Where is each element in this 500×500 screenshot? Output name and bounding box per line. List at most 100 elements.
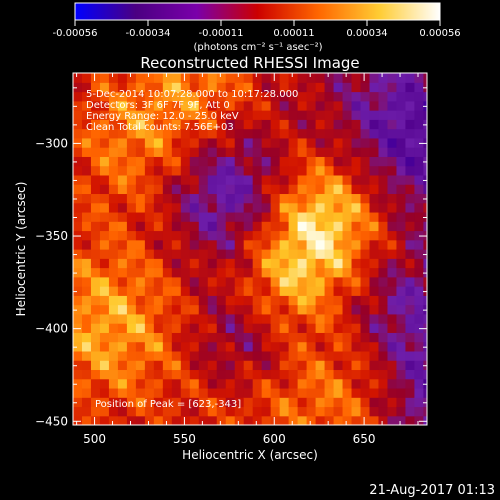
heatmap-cell: [108, 360, 119, 371]
heatmap-cell: [99, 100, 110, 111]
heatmap-cell: [315, 295, 326, 306]
heatmap-cell: [288, 295, 299, 306]
heatmap-cell: [342, 286, 353, 296]
heatmap-cell: [378, 286, 389, 296]
heatmap-cell: [270, 156, 281, 167]
heatmap-cell: [234, 323, 245, 333]
heatmap-cell: [369, 211, 380, 222]
heatmap-cell: [315, 258, 326, 269]
heatmap-cell: [315, 397, 326, 408]
heatmap-cell: [180, 249, 191, 259]
heatmap-cell: [261, 165, 272, 176]
heatmap-cell: [396, 276, 407, 287]
heatmap-cell: [73, 156, 83, 167]
heatmap-cell: [189, 239, 200, 250]
heatmap-cell: [81, 304, 92, 315]
heatmap-cell: [378, 221, 389, 232]
heatmap-cell: [414, 239, 424, 250]
heatmap-cell: [81, 91, 92, 102]
heatmap-cell: [360, 267, 371, 278]
heatmap-cell: [198, 193, 209, 204]
heatmap-cell: [378, 406, 389, 417]
heatmap-cell: [369, 295, 380, 306]
heatmap-cell: [234, 119, 245, 130]
heatmap-cell: [396, 91, 407, 102]
heatmap-cell: [207, 91, 218, 102]
heatmap-cell: [351, 397, 362, 408]
heatmap-cell: [369, 369, 380, 380]
heatmap-cell: [342, 230, 353, 241]
heatmap-cell: [198, 156, 209, 167]
heatmap-cell: [162, 332, 173, 343]
heatmap-cell: [369, 415, 380, 425]
heatmap-cell: [126, 184, 137, 195]
heatmap-cell: [351, 239, 362, 250]
heatmap-cell: [297, 100, 308, 111]
heatmap-cell: [73, 100, 83, 111]
heatmap-cell: [153, 91, 164, 102]
heatmap-cell: [315, 360, 326, 371]
heatmap-cell: [369, 91, 380, 102]
heatmap-cell: [333, 378, 344, 389]
heatmap-cell: [306, 239, 317, 250]
heatmap-cell: [396, 221, 407, 232]
heatmap-cell: [315, 239, 326, 250]
heatmap-cell: [171, 230, 182, 241]
heatmap-cell: [315, 100, 326, 111]
heatmap-cell: [81, 415, 92, 425]
heatmap-cell: [414, 137, 424, 148]
heatmap-cell: [207, 165, 218, 176]
heatmap-cell: [162, 397, 173, 408]
y-axis: −450−400−350−300: [35, 87, 427, 428]
heatmap-cell: [360, 313, 371, 324]
heatmap-cell: [378, 360, 389, 371]
heatmap-cell: [234, 193, 245, 204]
heatmap-cell: [342, 360, 353, 371]
heatmap-cell: [207, 406, 218, 417]
heatmap-cell: [252, 258, 263, 269]
heatmap-cell: [261, 193, 272, 204]
heatmap-cell: [423, 313, 427, 324]
heatmap-cell: [378, 313, 389, 324]
heatmap-cell: [252, 73, 263, 83]
heatmap-cell: [144, 202, 155, 213]
heatmap-cell: [135, 313, 146, 324]
heatmap-cell: [252, 137, 263, 148]
heatmap-cell: [216, 193, 227, 204]
heatmap-cell: [207, 249, 218, 259]
heatmap-cell: [342, 100, 353, 111]
heatmap-cell: [81, 276, 92, 287]
heatmap-cell: [315, 174, 326, 185]
heatmap-cell: [423, 267, 427, 278]
heatmap-cell: [198, 202, 209, 213]
heatmap-cell: [126, 156, 137, 167]
heatmap-cell: [387, 82, 398, 93]
heatmap-cell: [171, 276, 182, 287]
heatmap-cell: [126, 369, 137, 380]
heatmap-cell: [396, 341, 407, 352]
heatmap-cell: [225, 350, 236, 361]
heatmap-cell: [288, 91, 299, 102]
heatmap-cell: [144, 295, 155, 306]
heatmap-cell: [405, 369, 416, 380]
heatmap-cell: [360, 221, 371, 232]
heatmap-cell: [99, 267, 110, 278]
heatmap-cell: [378, 369, 389, 380]
heatmap-cell: [369, 313, 380, 324]
heatmap-cell: [126, 239, 137, 250]
heatmap-cell: [81, 397, 92, 408]
heatmap-cell: [387, 137, 398, 148]
heatmap-cell: [189, 193, 200, 204]
heatmap-cell: [279, 193, 290, 204]
heatmap-cell: [414, 156, 424, 167]
heatmap-cell: [117, 341, 128, 352]
heatmap-cell: [81, 193, 92, 204]
heatmap-cell: [207, 258, 218, 269]
heatmap-cell: [162, 313, 173, 324]
heatmap-cell: [180, 165, 191, 176]
heatmap-cell: [234, 286, 245, 296]
heatmap-cell: [252, 313, 263, 324]
heatmap-cell: [324, 304, 335, 315]
heatmap-cell: [261, 91, 272, 102]
heatmap-cell: [81, 119, 92, 130]
